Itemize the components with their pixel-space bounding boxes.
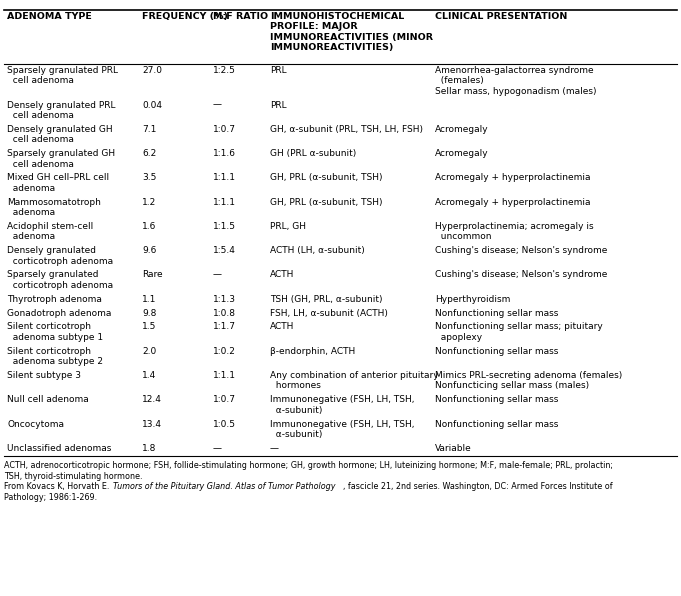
Text: —: — [212,271,221,280]
Text: ACTH: ACTH [270,322,294,331]
Text: 1:1.6: 1:1.6 [212,149,236,158]
Text: Nonfunctioning sellar mass: Nonfunctioning sellar mass [434,420,558,429]
Text: PRL: PRL [270,101,287,110]
Text: Silent corticotroph
  adenoma subtype 1: Silent corticotroph adenoma subtype 1 [7,322,104,342]
Text: GH, PRL (α-subunit, TSH): GH, PRL (α-subunit, TSH) [270,198,382,207]
Text: From Kovacs K, Horvath E.: From Kovacs K, Horvath E. [4,482,112,491]
Text: PRL, GH: PRL, GH [270,222,306,231]
Text: TSH (GH, PRL, α-subunit): TSH (GH, PRL, α-subunit) [270,294,382,304]
Text: Sparsely granulated
  corticotroph adenoma: Sparsely granulated corticotroph adenoma [7,271,114,290]
Text: 1:1.1: 1:1.1 [212,173,236,182]
Text: Sparsely granulated GH
  cell adenoma: Sparsely granulated GH cell adenoma [7,149,116,169]
Text: GH, PRL (α-subunit, TSH): GH, PRL (α-subunit, TSH) [270,173,382,182]
Text: Cushing's disease; Nelson's syndrome: Cushing's disease; Nelson's syndrome [434,246,607,255]
Text: 1:5.4: 1:5.4 [212,246,236,255]
Text: Cushing's disease; Nelson's syndrome: Cushing's disease; Nelson's syndrome [434,271,607,280]
Text: CLINICAL PRESENTATION: CLINICAL PRESENTATION [434,12,567,21]
Text: Nonfunctioning sellar mass: Nonfunctioning sellar mass [434,395,558,404]
Text: Mixed GH cell–PRL cell
  adenoma: Mixed GH cell–PRL cell adenoma [7,173,110,193]
Text: M:F RATIO: M:F RATIO [212,12,268,21]
Text: β-endorphin, ACTH: β-endorphin, ACTH [270,347,355,356]
Text: 12.4: 12.4 [142,395,162,404]
Text: PRL: PRL [270,66,287,75]
Text: ADENOMA TYPE: ADENOMA TYPE [7,12,92,21]
Text: Immunonegative (FSH, LH, TSH,
  α-subunit): Immunonegative (FSH, LH, TSH, α-subunit) [270,420,414,439]
Text: 9.6: 9.6 [142,246,157,255]
Text: —: — [270,444,279,453]
Text: 1.2: 1.2 [142,198,156,207]
Text: 7.1: 7.1 [142,125,157,134]
Text: Amenorrhea-galactorrea syndrome
  (females)
Sellar mass, hypogonadism (males): Amenorrhea-galactorrea syndrome (females… [434,66,597,96]
Text: 1:0.8: 1:0.8 [212,309,236,318]
Text: Immunonegative (FSH, LH, TSH,
  α-subunit): Immunonegative (FSH, LH, TSH, α-subunit) [270,395,414,415]
Text: TSH, thyroid-stimulating hormone.: TSH, thyroid-stimulating hormone. [4,471,142,480]
Text: GH (PRL α-subunit): GH (PRL α-subunit) [270,149,356,158]
Text: 9.8: 9.8 [142,309,157,318]
Text: Acromegaly: Acromegaly [434,125,488,134]
Text: Rare: Rare [142,271,163,280]
Text: ACTH: ACTH [270,271,294,280]
Text: Silent corticotroph
  adenoma subtype 2: Silent corticotroph adenoma subtype 2 [7,347,104,366]
Text: Densely granulated PRL
  cell adenoma: Densely granulated PRL cell adenoma [7,101,116,120]
Text: Nonfunctioning sellar mass: Nonfunctioning sellar mass [434,309,558,318]
Text: Sparsely granulated PRL
  cell adenoma: Sparsely granulated PRL cell adenoma [7,66,118,85]
Text: 6.2: 6.2 [142,149,156,158]
Text: 1:0.5: 1:0.5 [212,420,236,429]
Text: Acromegaly: Acromegaly [434,149,488,158]
Text: 1:1.1: 1:1.1 [212,371,236,380]
Text: Hyperthyroidism: Hyperthyroidism [434,294,510,304]
Text: 1:1.7: 1:1.7 [212,322,236,331]
Text: Mimics PRL-secreting adenoma (females)
Nonfuncticing sellar mass (males): Mimics PRL-secreting adenoma (females) N… [434,371,622,390]
Text: FREQUENCY (%): FREQUENCY (%) [142,12,228,21]
Text: Gonadotroph adenoma: Gonadotroph adenoma [7,309,112,318]
Text: Densely granulated GH
  cell adenoma: Densely granulated GH cell adenoma [7,125,113,144]
Text: 2.0: 2.0 [142,347,156,356]
Text: Tumors of the Pituitary Gland. Atlas of Tumor Pathology: Tumors of the Pituitary Gland. Atlas of … [113,482,336,491]
Text: IMMUNOHISTOCHEMICAL
PROFILE: MAJOR
IMMUNOREACTIVITIES (MINOR
IMMUNOREACTIVITIES): IMMUNOHISTOCHEMICAL PROFILE: MAJOR IMMUN… [270,12,433,52]
Text: 1.6: 1.6 [142,222,157,231]
Text: 1.8: 1.8 [142,444,157,453]
Text: Null cell adenoma: Null cell adenoma [7,395,89,404]
Text: Thyrotroph adenoma: Thyrotroph adenoma [7,294,102,304]
Text: Nonfunctioning sellar mass: Nonfunctioning sellar mass [434,347,558,356]
Text: Variable: Variable [434,444,471,453]
Text: ACTH, adrenocorticotropic hormone; FSH, follide-stimulating hormone; GH, growth : ACTH, adrenocorticotropic hormone; FSH, … [4,461,613,470]
Text: Unclassified adenomas: Unclassified adenomas [7,444,112,453]
Text: 1:0.2: 1:0.2 [212,347,236,356]
Text: Acidophil stem-cell
  adenoma: Acidophil stem-cell adenoma [7,222,93,241]
Text: 1:1.5: 1:1.5 [212,222,236,231]
Text: 1:1.1: 1:1.1 [212,198,236,207]
Text: 1:1.3: 1:1.3 [212,294,236,304]
Text: —: — [212,101,221,110]
Text: GH, α-subunit (PRL, TSH, LH, FSH): GH, α-subunit (PRL, TSH, LH, FSH) [270,125,423,134]
Text: 13.4: 13.4 [142,420,162,429]
Text: 1:0.7: 1:0.7 [212,125,236,134]
Text: 1.4: 1.4 [142,371,156,380]
Text: Hyperprolactinemia; acromegaly is
  uncommon: Hyperprolactinemia; acromegaly is uncomm… [434,222,593,241]
Text: ACTH (LH, α-subunit): ACTH (LH, α-subunit) [270,246,364,255]
Text: 1:0.7: 1:0.7 [212,395,236,404]
Text: Acromegaly + hyperprolactinemia: Acromegaly + hyperprolactinemia [434,198,590,207]
Text: Silent subtype 3: Silent subtype 3 [7,371,81,380]
Text: Mammosomatotroph
  adenoma: Mammosomatotroph adenoma [7,198,101,217]
Text: Oncocytoma: Oncocytoma [7,420,65,429]
Text: Nonfunctioning sellar mass; pituitary
  apoplexy: Nonfunctioning sellar mass; pituitary ap… [434,322,603,342]
Text: Densely granulated
  corticotroph adenoma: Densely granulated corticotroph adenoma [7,246,114,266]
Text: 1:2.5: 1:2.5 [212,66,236,75]
Text: 1.5: 1.5 [142,322,157,331]
Text: 3.5: 3.5 [142,173,157,182]
Text: Pathology; 1986:1-269.: Pathology; 1986:1-269. [4,492,97,502]
Text: —: — [212,444,221,453]
Text: 1.1: 1.1 [142,294,157,304]
Text: Acromegaly + hyperprolactinemia: Acromegaly + hyperprolactinemia [434,173,590,182]
Text: 27.0: 27.0 [142,66,162,75]
Text: FSH, LH, α-subunit (ACTH): FSH, LH, α-subunit (ACTH) [270,309,387,318]
Text: Any combination of anterior pituitary
  hormones: Any combination of anterior pituitary ho… [270,371,439,390]
Text: 0.04: 0.04 [142,101,162,110]
Text: , fascicle 21, 2nd series. Washington, DC: Armed Forces Institute of: , fascicle 21, 2nd series. Washington, D… [343,482,613,491]
